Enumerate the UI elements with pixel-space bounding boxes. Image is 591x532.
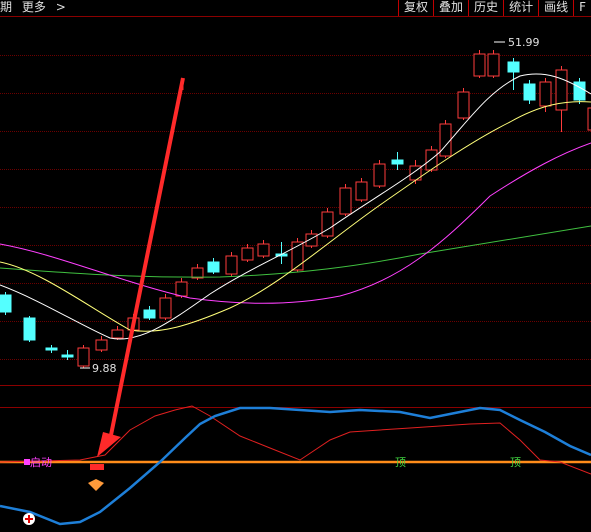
candle-body [45, 347, 58, 351]
toolbar-divider [0, 16, 591, 17]
candle-body [587, 107, 591, 131]
candle-body [355, 181, 368, 201]
candle-body [305, 233, 318, 247]
candle-body [539, 81, 552, 107]
panel-divider [0, 385, 591, 386]
candle-body [159, 297, 172, 319]
grid-line [0, 321, 591, 322]
ma60-line [0, 225, 591, 278]
candle-body [225, 255, 238, 275]
red-arrow [108, 77, 185, 441]
low-price-label: 9.88 [92, 362, 117, 375]
more-menu[interactable]: 更多 [21, 0, 46, 14]
candle-body [207, 261, 220, 273]
top-signal-label-1: 顶 [395, 456, 406, 469]
candle-body [339, 187, 352, 215]
period-menu[interactable]: 期 [0, 0, 13, 14]
candle-body [291, 241, 304, 271]
candlesticks [0, 50, 591, 368]
candle-body [191, 267, 204, 279]
candle-body [0, 294, 12, 313]
grid-line [0, 359, 591, 360]
candle-body [257, 243, 270, 257]
candle-body [391, 159, 404, 165]
red-indicator-line [0, 405, 591, 475]
grid-line [0, 169, 591, 170]
candle-body [573, 81, 586, 101]
grid-line [0, 93, 591, 94]
candle-body [175, 281, 188, 297]
overlay-button[interactable]: 叠加 [433, 0, 468, 16]
candle-body [321, 211, 334, 237]
candle-body [95, 339, 108, 351]
grid-line [0, 283, 591, 284]
candle-body [457, 91, 470, 119]
candle-body [77, 347, 90, 367]
candle-body [425, 149, 438, 171]
start-marker [24, 459, 30, 465]
candle-body [111, 329, 124, 339]
blue-indicator-line [0, 406, 591, 526]
grid-line [0, 207, 591, 208]
ma10-line [0, 101, 591, 332]
ma20-line [0, 142, 591, 304]
candle-body [241, 247, 254, 261]
diamond-icon [88, 479, 104, 491]
red-arrow-head [97, 432, 121, 457]
statistics-button[interactable]: 统计 [503, 0, 538, 16]
candle-body [507, 61, 520, 73]
restore-rights-button[interactable]: 复权 [398, 0, 433, 16]
top-toolbar: 期 更多 > 复权 叠加 历史 统计 画线 F [0, 0, 591, 16]
toolbar-right: 复权 叠加 历史 统计 画线 F [398, 0, 591, 16]
history-button[interactable]: 历史 [468, 0, 503, 16]
candle-body [373, 163, 386, 187]
high-price-label: 51.99 [508, 36, 540, 49]
candle-body [143, 309, 156, 319]
function-button[interactable]: F [573, 0, 591, 16]
candle-body [61, 354, 74, 358]
indicator-top-line [0, 407, 591, 408]
toolbar-left: 期 更多 > [0, 0, 72, 16]
grid-line [0, 131, 591, 132]
signal-bar [90, 464, 104, 470]
candle-body [555, 69, 568, 111]
grid-line [0, 55, 591, 56]
candle-body [523, 83, 536, 101]
expand-arrow[interactable]: > [55, 0, 66, 14]
candle-body [23, 317, 36, 341]
candle-body [439, 123, 452, 157]
candle-body [487, 53, 500, 77]
candle-body [473, 53, 486, 77]
top-signal-label-2: 顶 [510, 456, 521, 469]
start-signal-label: 启动 [30, 456, 52, 469]
ma5-line [0, 73, 591, 340]
draw-line-button[interactable]: 画线 [538, 0, 573, 16]
